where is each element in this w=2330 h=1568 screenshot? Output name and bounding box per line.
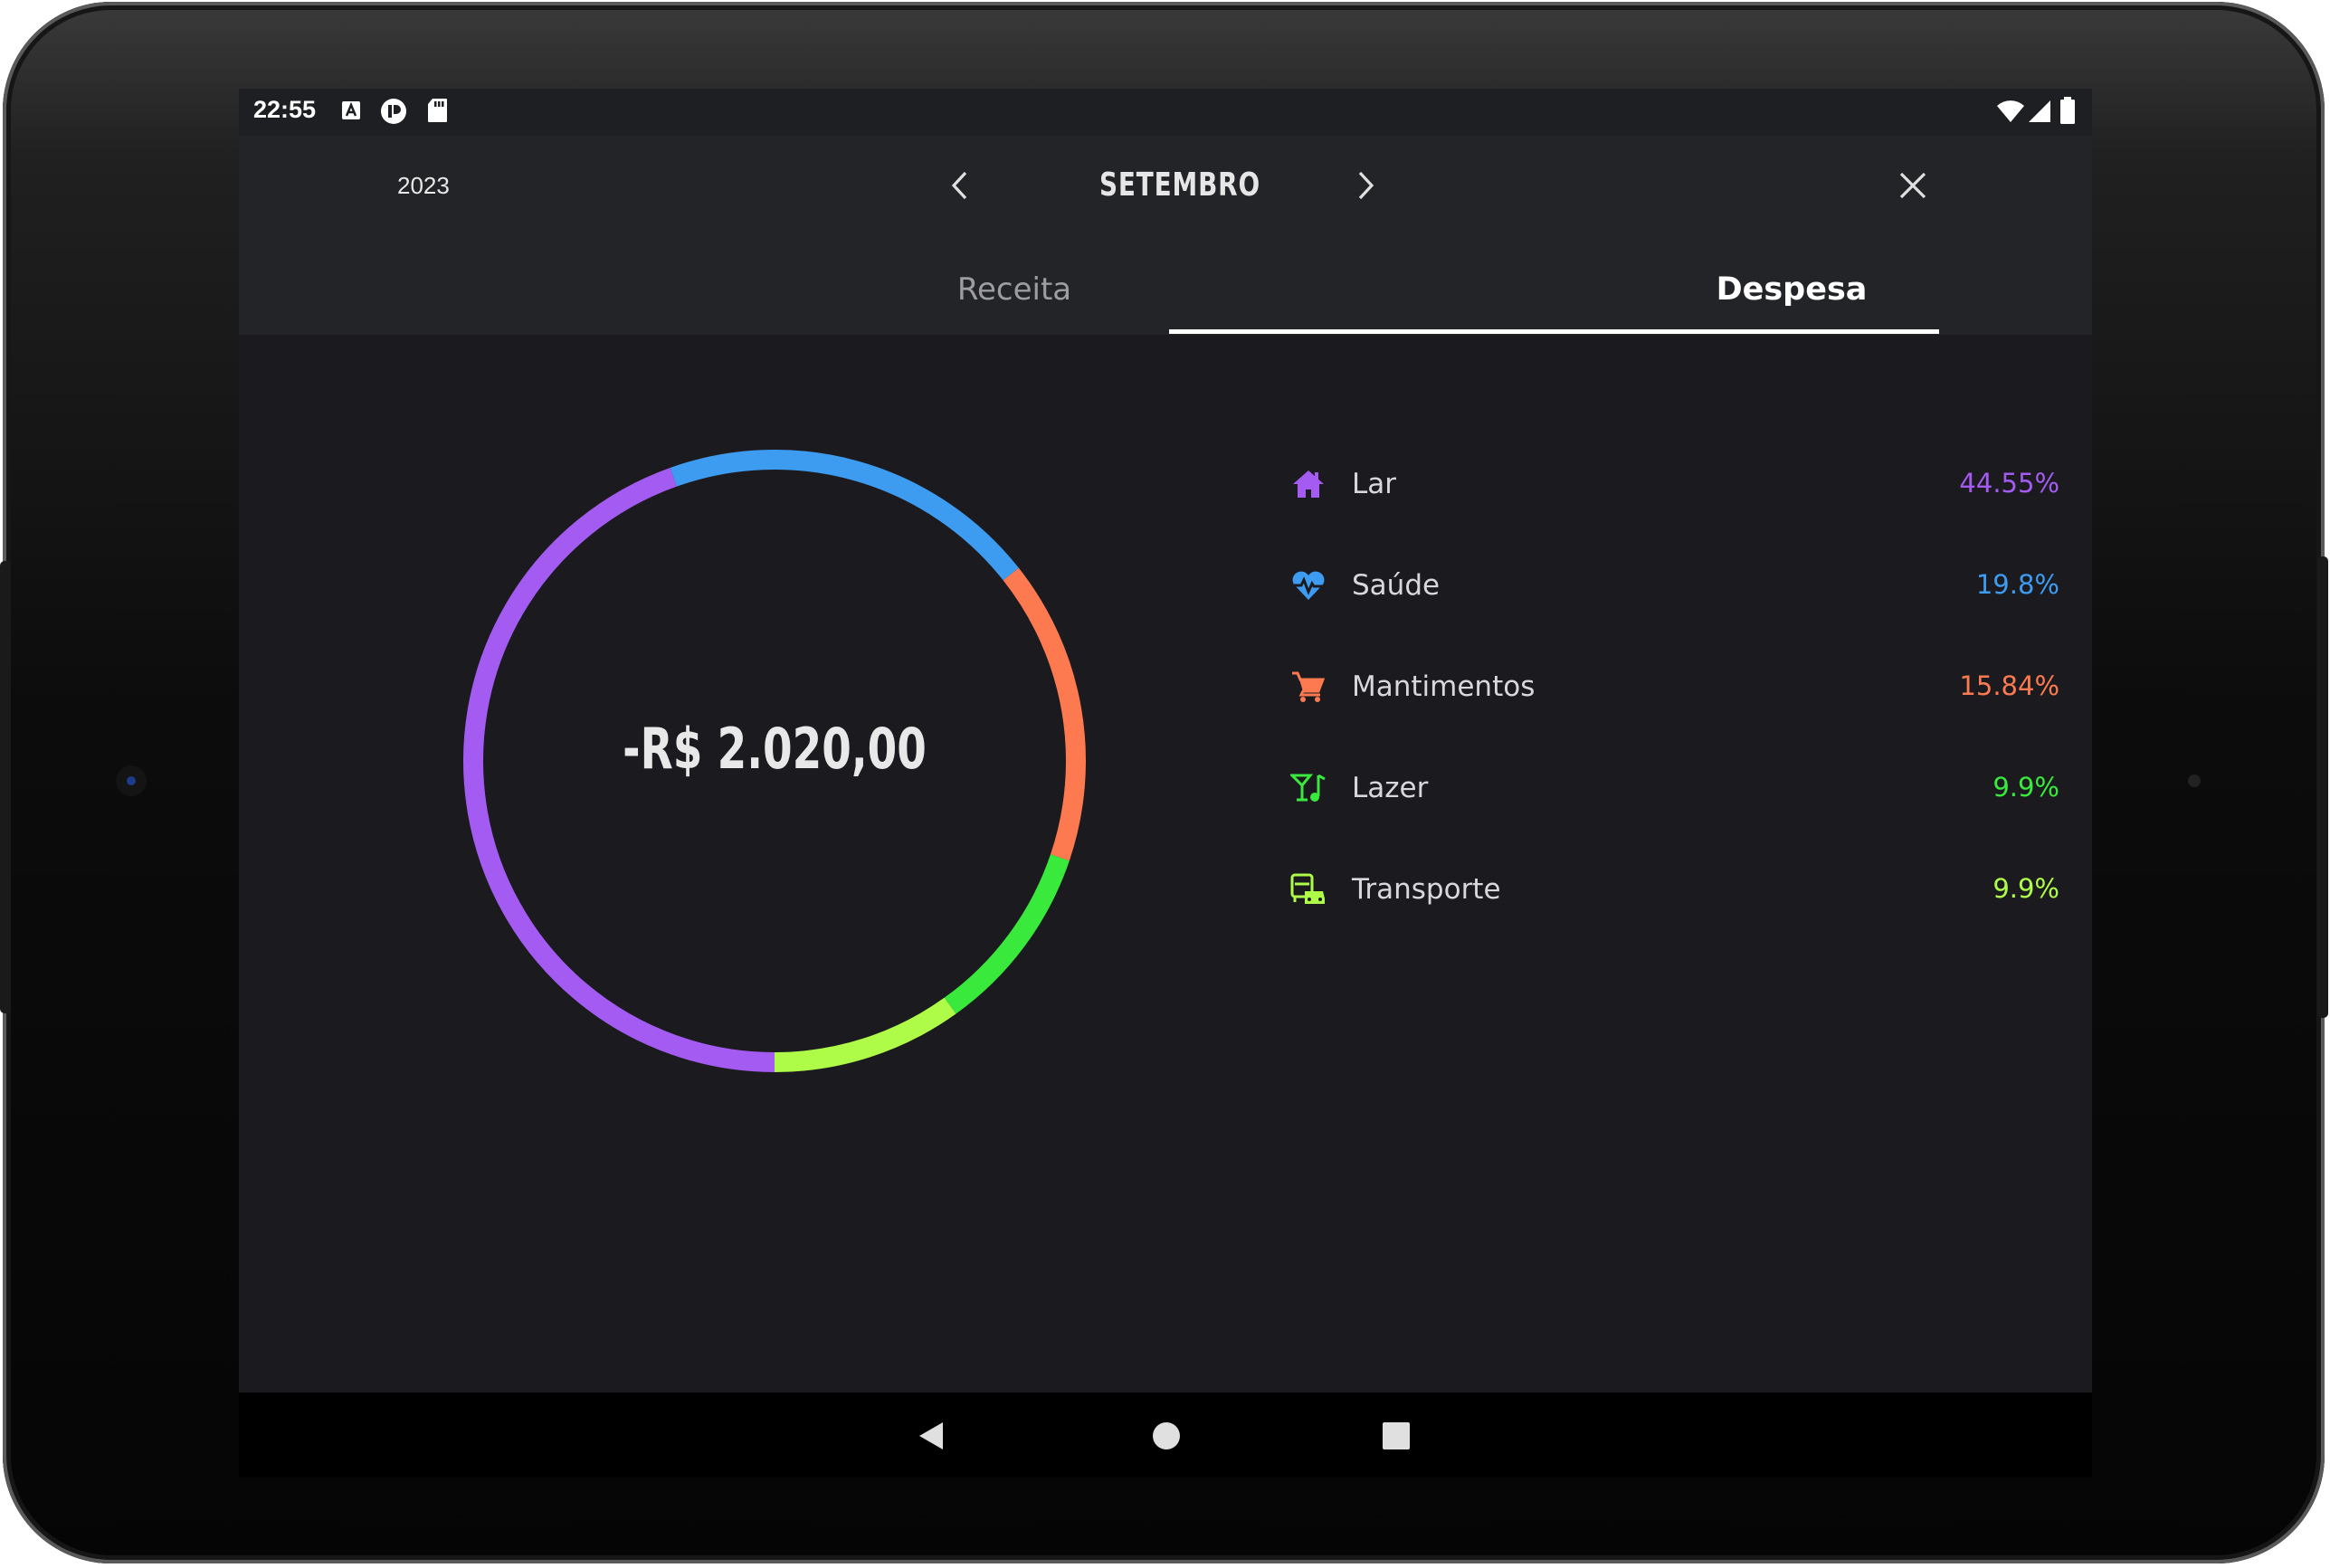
legend-label: Lar [1352, 468, 1397, 500]
sensor-dot [2188, 774, 2201, 787]
total-amount: -R$ 2.020,00 [623, 716, 927, 782]
drink-music-icon [1290, 774, 1326, 802]
legend-percent: 44.55% [1959, 468, 2059, 499]
app-screen: 22:55 2023 [239, 89, 2092, 1392]
legend-percent: 15.84% [1959, 670, 2059, 701]
front-camera [116, 765, 147, 796]
donut-svg [463, 450, 1086, 1072]
legend-label: Lazer [1352, 772, 1429, 804]
legend-percent: 9.9% [1992, 873, 2059, 904]
wifi-icon [1997, 100, 2024, 122]
house-icon [1293, 470, 1324, 498]
volume-button-left [0, 561, 11, 1013]
cell-signal-icon [2029, 100, 2050, 122]
power-button-right [2317, 556, 2328, 1018]
pause-record-icon [381, 99, 406, 124]
legend-item-lar[interactable]: Lar 44.55% [1279, 455, 2092, 509]
sd-card-icon [428, 99, 447, 122]
legend-label: Transporte [1352, 873, 1501, 906]
active-tab-indicator [1169, 329, 1939, 334]
donut-slice-mantimentos [1003, 567, 1086, 861]
status-time: 22:55 [253, 96, 317, 123]
legend-item-mantimentos[interactable]: Mantimentos 15.84% [1279, 658, 2092, 712]
legend-item-lazer[interactable]: Lazer 9.9% [1279, 759, 2092, 813]
donut-slice-transporte [774, 997, 956, 1072]
status-bar: 22:55 [239, 89, 2092, 136]
expense-donut-chart: -R$ 2.020,00 [458, 444, 1091, 1078]
back-icon[interactable] [918, 1421, 945, 1450]
tab-despesa[interactable]: Despesa [1716, 271, 1868, 308]
recents-icon[interactable] [1383, 1422, 1410, 1449]
tab-receita[interactable]: Receita [956, 271, 1072, 308]
legend-label: Mantimentos [1352, 670, 1536, 703]
a-box-icon [342, 101, 360, 119]
battery-icon [2060, 97, 2075, 124]
bus-car-icon [1290, 873, 1325, 904]
tab-bar: Receita Despesa [239, 244, 2092, 335]
legend-item-transporte[interactable]: Transporte 9.9% [1279, 860, 2092, 915]
chevron-left-icon [951, 171, 967, 200]
legend-percent: 9.9% [1992, 772, 2059, 803]
legend-percent: 19.8% [1975, 569, 2059, 600]
donut-slice-lazer [944, 854, 1070, 1014]
month-header: 2023 SETEMBRO [239, 136, 2092, 244]
donut-slice-lar [463, 467, 775, 1072]
previous-month-button[interactable] [928, 154, 992, 217]
legend-item-saude[interactable]: Saúde 19.8% [1279, 556, 2092, 611]
legend-label: Saúde [1352, 569, 1441, 602]
next-month-button[interactable] [1334, 154, 1397, 217]
close-icon [1899, 172, 1926, 199]
donut-slice-saude [670, 450, 1019, 581]
month-title: SETEMBRO [1098, 166, 1261, 204]
heart-pulse-icon [1292, 571, 1325, 600]
year-label[interactable]: 2023 [397, 172, 450, 199]
shopping-cart-icon [1292, 671, 1326, 702]
close-button[interactable] [1881, 154, 1945, 217]
system-navigation-bar [239, 1392, 2092, 1478]
home-icon[interactable] [1152, 1421, 1181, 1450]
chevron-right-icon [1358, 171, 1374, 200]
